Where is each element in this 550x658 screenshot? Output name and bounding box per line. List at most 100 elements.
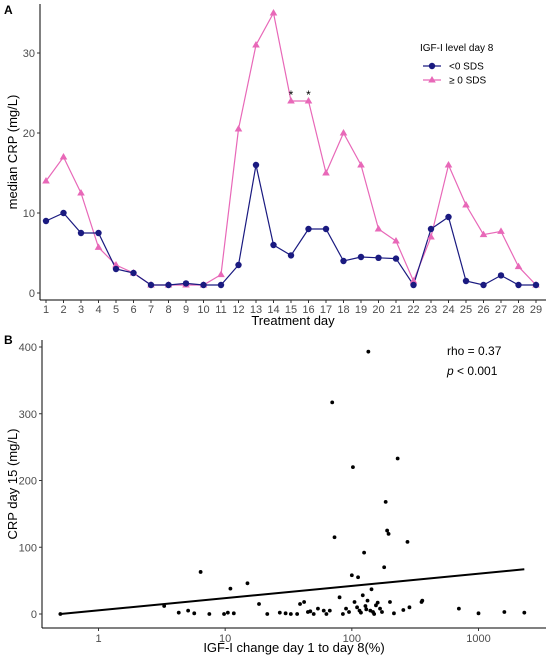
scatter-point	[351, 465, 355, 470]
scatter-point	[277, 610, 282, 615]
panel-a-x-ticks: 1 2 3 4 5 6 7 8 9 10 11 12 13 14 15 16 17 18 19 20 21 22 23 24 2…	[43, 300, 542, 316]
data-point-below-0-sds	[532, 281, 540, 289]
scatter-point	[340, 612, 345, 616]
significance-star: *	[306, 88, 311, 102]
scatter-point	[347, 610, 351, 614]
significance-star: *	[289, 88, 294, 102]
scatter-point	[257, 602, 261, 606]
data-point-at-or-above-0-sds	[374, 225, 383, 232]
panel-a-x-tick-label: 1	[43, 304, 49, 316]
data-point-at-or-above-0-sds	[409, 277, 418, 284]
data-point-below-0-sds	[357, 253, 365, 261]
panel-a-x-tick-label: 2	[60, 304, 66, 316]
data-point-at-or-above-0-sds	[269, 9, 278, 16]
panel-a-x-tick-label: 25	[460, 304, 472, 316]
data-point-below-0-sds	[235, 261, 242, 269]
panel-a-x-tick-label: 13	[250, 304, 262, 316]
scatter-point	[392, 611, 396, 616]
panel-a-x-tick-label: 12	[232, 304, 244, 316]
data-point-at-or-above-0-sds	[444, 161, 453, 168]
data-point-below-0-sds	[252, 161, 260, 169]
data-point-at-or-above-0-sds	[392, 237, 400, 244]
scatter-point	[198, 570, 203, 574]
panel-a-x-tick-label: 4	[95, 304, 101, 316]
panel-a-x-tick-label: 9	[183, 304, 189, 316]
legend-marker-low	[428, 62, 436, 70]
scatter-point	[456, 606, 461, 611]
data-point-below-0-sds	[95, 229, 102, 237]
scatter-point	[395, 456, 400, 461]
scatter-point	[355, 605, 359, 610]
scatter-point	[375, 600, 380, 605]
panel-b-y-tick-label: 100	[19, 542, 37, 554]
scatter-point	[332, 535, 337, 540]
scatter-point	[363, 604, 368, 608]
data-point-below-0-sds	[462, 277, 470, 285]
scatter-point	[186, 608, 191, 613]
data-point-below-0-sds	[60, 209, 67, 217]
panel-b-x-tick-label: 1000	[466, 633, 490, 645]
scatter-point	[207, 612, 212, 616]
scatter-point	[365, 598, 370, 603]
scatter-point	[344, 606, 348, 611]
panel-b-y-tick-label: 200	[19, 476, 37, 488]
panel-b: B 0 100 200 300 400 1 10 100 1000 IGF-I change …	[4, 333, 546, 655]
scatter-point	[228, 586, 233, 591]
scatter-point	[522, 610, 527, 615]
scatter-point	[378, 606, 382, 611]
scatter-point	[364, 607, 369, 612]
p-value-annotation: p < 0.001	[446, 364, 498, 378]
data-point-at-or-above-0-sds	[462, 201, 470, 208]
panel-b-label: B	[4, 333, 13, 347]
panel-a-x-label: Treatment day	[251, 313, 335, 328]
scatter-point	[192, 611, 197, 616]
scatter-point	[337, 595, 342, 600]
scatter-point	[316, 606, 320, 611]
data-point-at-or-above-0-sds	[252, 41, 260, 48]
scatter-point	[245, 581, 250, 586]
panel-b-y-label: CRP day 15 (mg/L)	[5, 428, 20, 539]
data-point-below-0-sds	[410, 281, 417, 289]
data-point-at-or-above-0-sds	[112, 261, 120, 268]
scatter-point	[176, 610, 181, 615]
legend-label-low: <0 SDS	[449, 62, 484, 73]
panel-a-x-tick-label: 20	[372, 304, 384, 316]
data-point-below-0-sds	[130, 269, 137, 277]
data-point-below-0-sds	[182, 280, 190, 287]
data-point-below-0-sds	[305, 225, 312, 233]
panel-b-x-ticks: 1 10 100 1000	[95, 628, 491, 645]
data-point-at-or-above-0-sds	[217, 270, 225, 278]
panel-a-x-tick-label: 24	[442, 304, 454, 316]
panel-a-x-tick-label: 29	[530, 304, 542, 316]
scatter-point	[369, 587, 374, 592]
panel-b-x-tick-label: 100	[343, 633, 361, 645]
data-point-at-or-above-0-sds	[234, 125, 243, 132]
scatter-point	[349, 573, 354, 578]
scatter-point	[311, 612, 316, 616]
panel-b-y-tick-label: 400	[19, 342, 37, 354]
panel-a-x-tick-label: 28	[512, 304, 524, 316]
panel-a-x-tick-label: 11	[215, 304, 226, 316]
scatter-point	[298, 602, 302, 606]
panel-a-x-tick-label: 10	[197, 304, 209, 316]
data-point-below-0-sds	[287, 252, 295, 259]
scatter-point	[362, 550, 367, 555]
data-point-at-or-above-0-sds	[59, 153, 68, 160]
panel-b-y-tick-label: 300	[19, 409, 37, 421]
data-point-below-0-sds	[497, 272, 505, 279]
scatter-point	[324, 612, 329, 616]
data-point-at-or-above-0-sds	[514, 262, 523, 270]
panel-a-y-tick-label: 10	[23, 208, 35, 220]
data-point-below-0-sds	[392, 255, 400, 262]
scatter-point	[401, 608, 406, 612]
data-point-below-0-sds	[42, 217, 50, 225]
scatter-point	[366, 349, 371, 354]
scatter-point	[380, 610, 384, 614]
panel-a-x-tick-label: 8	[165, 304, 171, 316]
data-point-at-or-above-0-sds	[427, 233, 435, 240]
legend-label-high: ≥ 0 SDS	[449, 76, 486, 87]
scatter-point	[388, 600, 392, 604]
